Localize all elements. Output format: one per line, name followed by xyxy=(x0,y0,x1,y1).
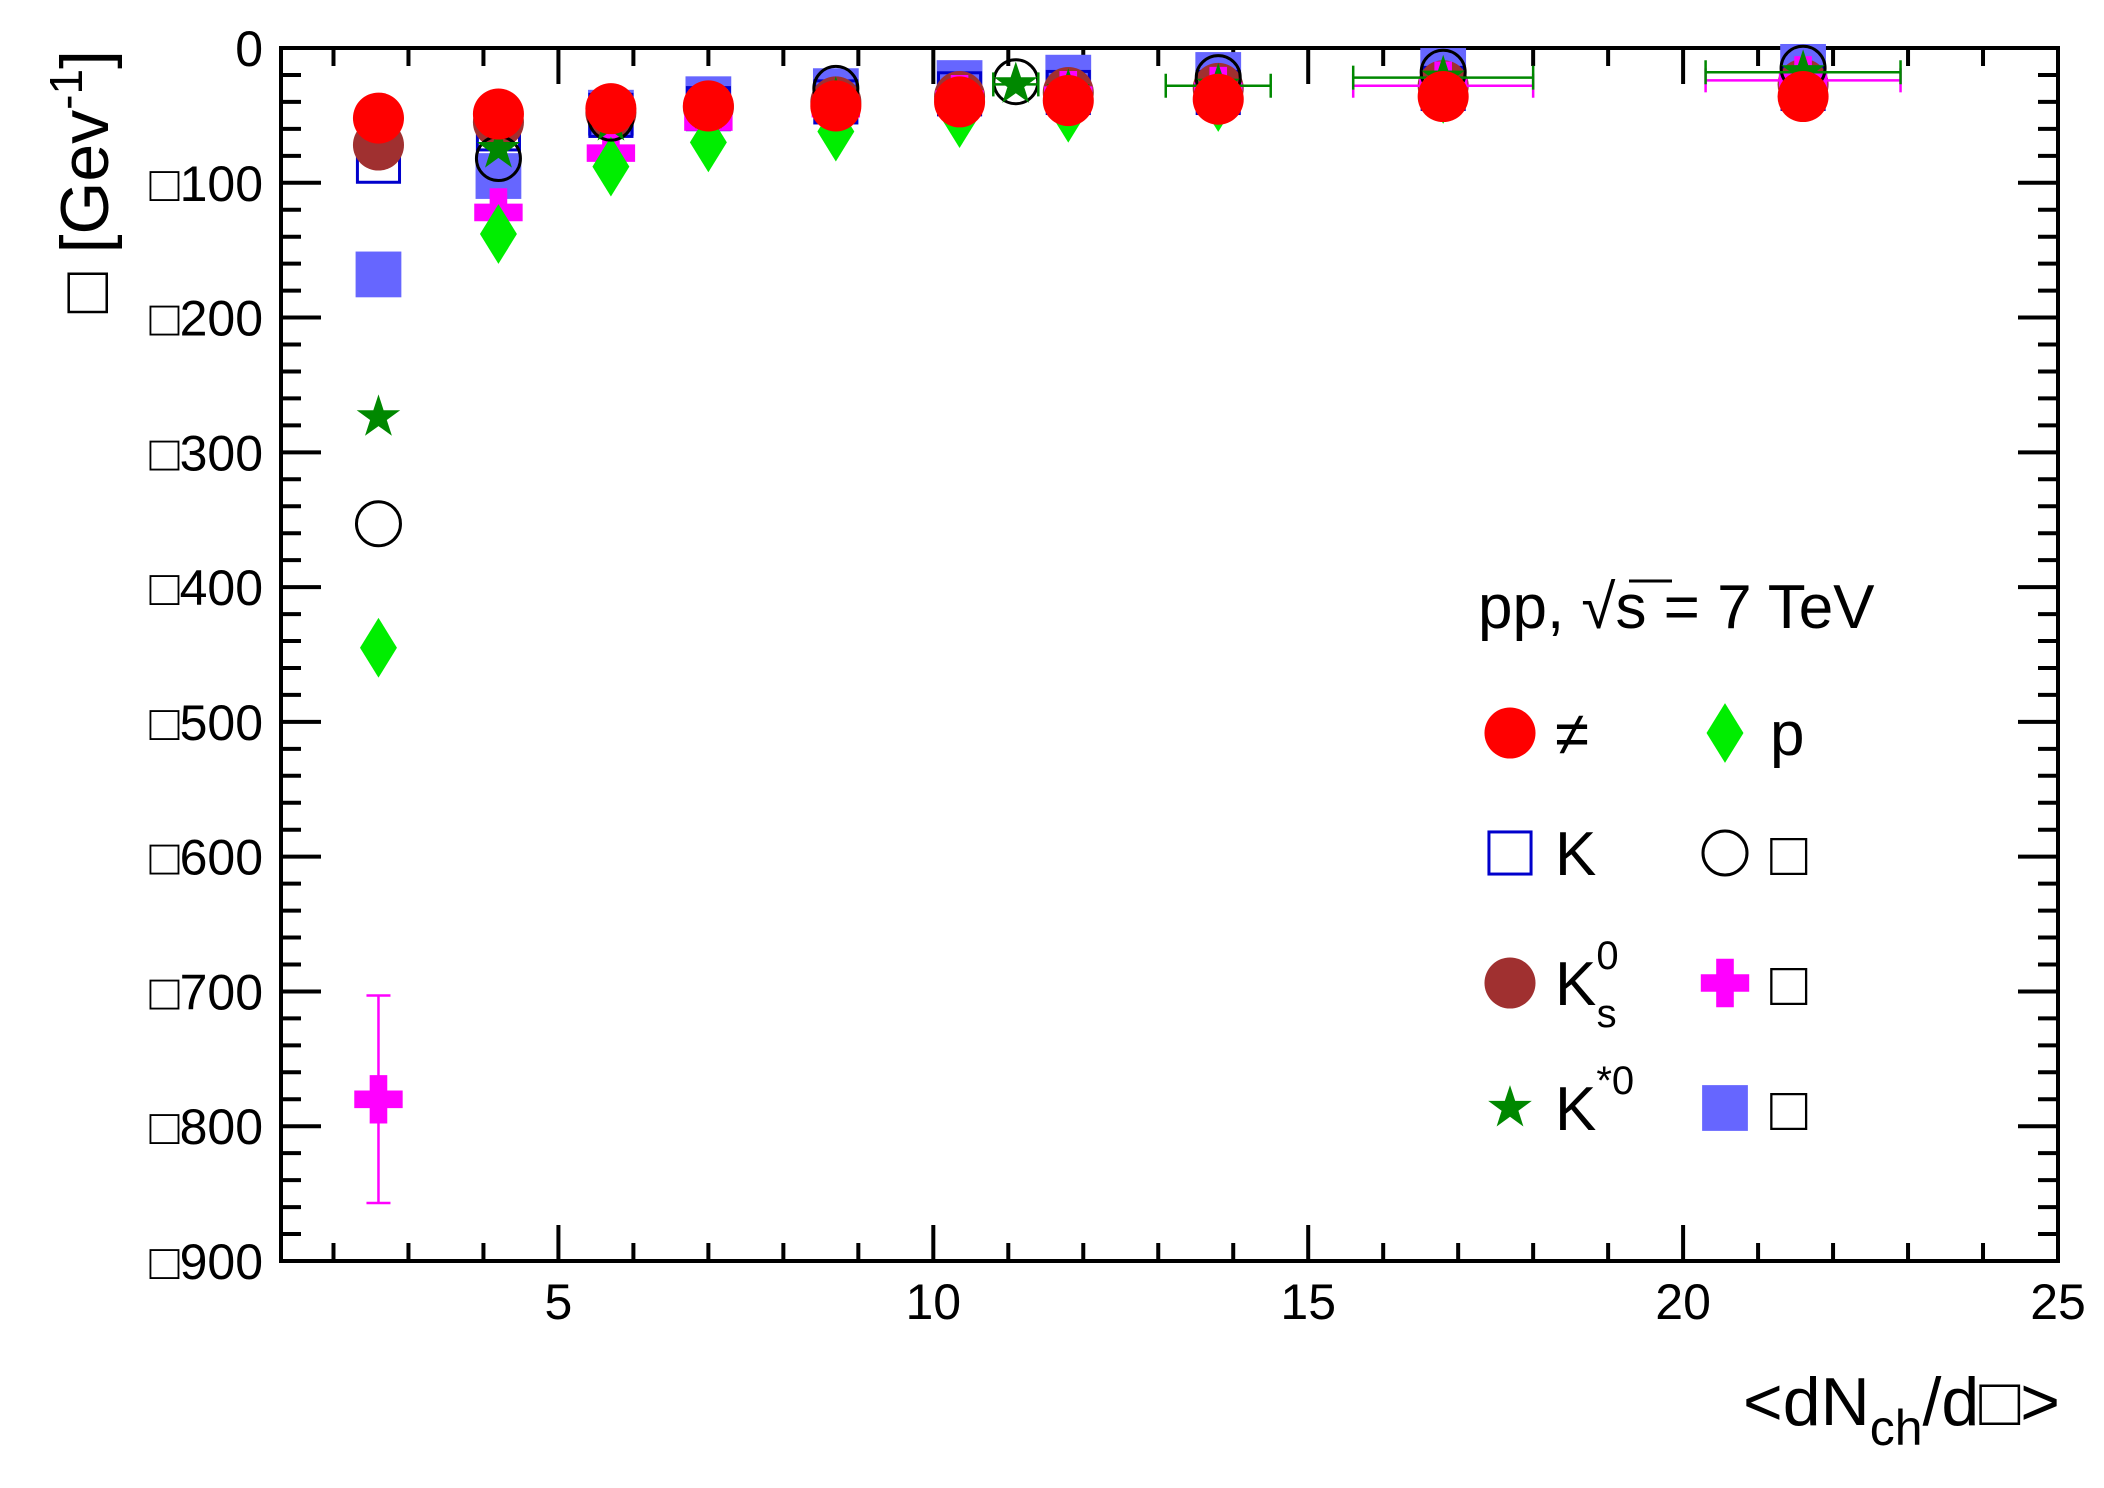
data-point xyxy=(994,61,1038,103)
legend-marker xyxy=(1488,1085,1532,1127)
legend-label-base: □ xyxy=(1770,1075,1808,1144)
y-tick-label: □500 xyxy=(149,695,263,751)
data-point xyxy=(1192,73,1244,125)
data-point xyxy=(472,88,524,140)
legend-label-base: ≠ xyxy=(1555,700,1589,769)
annotation-prefix: pp, xyxy=(1478,573,1581,642)
data-point xyxy=(476,126,521,168)
annotation-sqrt: √s xyxy=(1581,573,1646,642)
legend-label: p xyxy=(1770,700,1804,769)
y-tick-label: □300 xyxy=(149,425,263,481)
legend-label: K*0 xyxy=(1555,1059,1634,1144)
legend-label-base: □ xyxy=(1770,950,1808,1019)
legend-marker xyxy=(1487,830,1533,876)
y-tick-label: □900 xyxy=(149,1234,263,1290)
y-tick-label: □700 xyxy=(149,964,263,1020)
legend-item: K0 s xyxy=(1484,934,1619,1036)
y-tick-label: □800 xyxy=(149,1099,263,1155)
legend-item: K*0 xyxy=(1488,1059,1634,1144)
data-point xyxy=(585,83,637,135)
data-point xyxy=(479,204,517,264)
y-axis-title: □ [Gev-1] xyxy=(40,50,123,313)
plot-area-border xyxy=(279,46,2060,1263)
series-5 xyxy=(354,44,1827,548)
data-point xyxy=(352,92,404,144)
data-point xyxy=(356,394,401,436)
legend-item: □ xyxy=(1702,1075,1808,1144)
data-point xyxy=(354,500,402,548)
y-tick-label: 0 xyxy=(235,21,263,77)
data-point xyxy=(1777,71,1829,123)
x-tick-label: 10 xyxy=(906,1274,962,1330)
legend-label: ≠ xyxy=(1555,700,1589,769)
tick-labels: 5 10 15 20 25 0 □100 □200 □300 □400 □500 □600 □700 □8… xyxy=(149,21,2085,1330)
x-tick-label: 25 xyxy=(2030,1274,2086,1330)
legend-label-base: p xyxy=(1770,700,1804,769)
x-tick-label: 20 xyxy=(1655,1274,1711,1330)
plot-frame xyxy=(279,46,2060,1263)
data-points xyxy=(352,43,1902,1205)
legend-item: □ xyxy=(1701,820,1808,889)
x-tick-label: 5 xyxy=(545,1274,573,1330)
legend: ≠KK0 sK*0p□□□ xyxy=(1484,700,1808,1144)
annotation: pp, √s = 7 TeV xyxy=(1478,573,1875,642)
legend-item: ≠ xyxy=(1484,700,1589,769)
data-point xyxy=(817,101,855,162)
data-point xyxy=(1781,49,1825,91)
y-tick-label: □600 xyxy=(149,830,263,886)
legend-marker xyxy=(1702,1085,1748,1131)
legend-label-superscript: 0 xyxy=(1596,934,1618,978)
data-point xyxy=(810,80,862,132)
legend-label-base: K xyxy=(1555,950,1596,1019)
data-point xyxy=(1417,71,1469,123)
data-point xyxy=(682,80,734,132)
annotation-suffix: = 7 TeV xyxy=(1646,573,1875,642)
legend-item: p xyxy=(1706,700,1804,769)
y-axis-title-superscript: -1 xyxy=(40,69,92,110)
legend-item: K xyxy=(1487,820,1596,889)
data-point xyxy=(592,136,630,197)
data-point xyxy=(689,112,727,173)
y-tick-label: □400 xyxy=(149,560,263,616)
y-tick-label: □200 xyxy=(149,291,263,347)
legend-label-subscript: s xyxy=(1597,992,1617,1036)
legend-label: □ xyxy=(1770,950,1808,1019)
legend-marker xyxy=(1484,707,1536,759)
data-point xyxy=(354,1075,403,1124)
legend-label-base: K xyxy=(1555,820,1596,889)
data-point xyxy=(1042,75,1094,127)
x-axis-title-main: <dN xyxy=(1743,1364,1870,1440)
legend-label: □ xyxy=(1770,1075,1808,1144)
axis-titles: <dNch/d□> □ [Gev-1] xyxy=(40,50,2060,1456)
data-point xyxy=(355,251,402,298)
legend-label: □ xyxy=(1770,820,1808,889)
series-0 xyxy=(352,71,1829,144)
y-axis-title-tail: ] xyxy=(47,50,123,69)
legend-marker xyxy=(1700,958,1750,1008)
data-point xyxy=(359,617,397,678)
legend-label-base: □ xyxy=(1770,820,1808,889)
x-tick-label: 15 xyxy=(1280,1274,1336,1330)
legend-marker xyxy=(1484,957,1536,1009)
legend-label: K xyxy=(1555,820,1596,889)
x-axis-title-subscript: ch xyxy=(1870,1400,1923,1456)
data-point xyxy=(934,76,986,128)
x-axis-title-tail: /d□> xyxy=(1923,1364,2061,1440)
y-axis-title-main: □ [Gev xyxy=(47,110,123,314)
legend-label-base: K xyxy=(1555,1075,1596,1144)
legend-item: □ xyxy=(1700,950,1808,1019)
legend-label-superscript: *0 xyxy=(1596,1059,1634,1103)
x-axis-title: <dNch/d□> xyxy=(1743,1364,2060,1456)
y-tick-label: □100 xyxy=(149,156,263,212)
legend-marker xyxy=(1706,703,1744,763)
energy-annotation: pp, √s = 7 TeV xyxy=(1478,573,1875,642)
legend-marker xyxy=(1701,829,1749,877)
legend-label: K0 s xyxy=(1555,934,1619,1036)
